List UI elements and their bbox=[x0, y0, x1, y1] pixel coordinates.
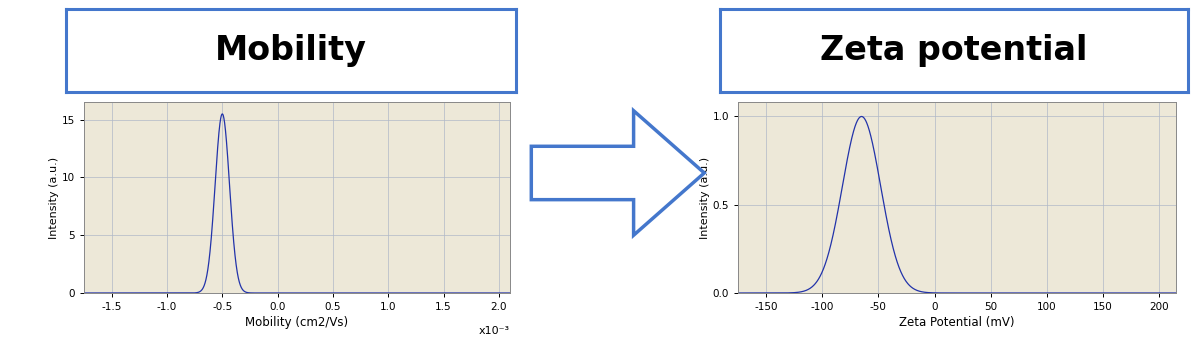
X-axis label: Mobility (cm2/Vs): Mobility (cm2/Vs) bbox=[246, 316, 348, 329]
Y-axis label: Intensity (a.u.): Intensity (a.u.) bbox=[49, 157, 59, 239]
Text: Mobility: Mobility bbox=[215, 34, 367, 67]
Text: x10⁻³: x10⁻³ bbox=[479, 326, 510, 336]
X-axis label: Zeta Potential (mV): Zeta Potential (mV) bbox=[899, 316, 1015, 329]
Y-axis label: Intensity (a.u.): Intensity (a.u.) bbox=[700, 157, 709, 239]
Text: Zeta potential: Zeta potential bbox=[821, 34, 1087, 67]
